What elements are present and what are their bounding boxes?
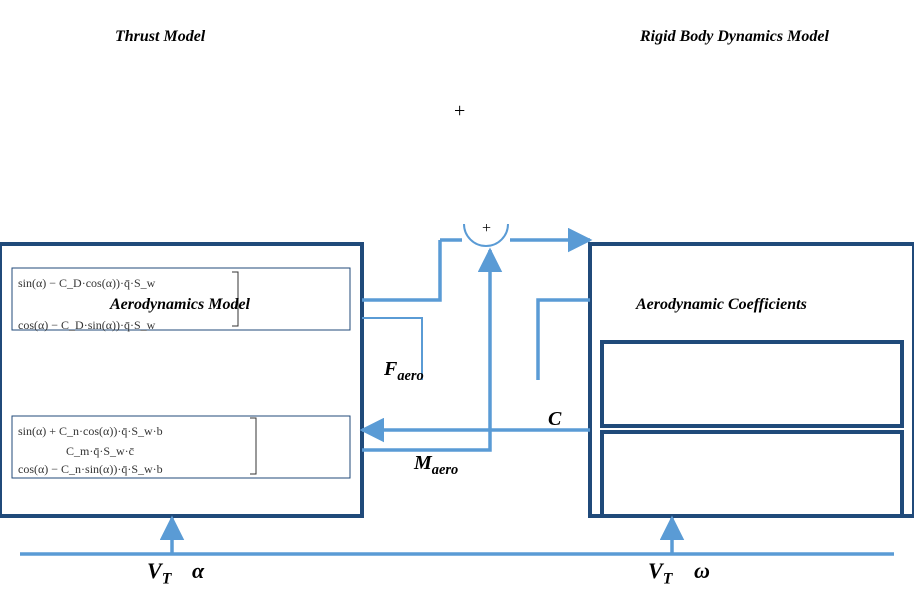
- eq-moment-2: C_m·q̄·S_w·c̄: [66, 444, 134, 459]
- plus-summing: +: [482, 220, 491, 238]
- eq-moment-3: cos(α) − C_n·sin(α))·q̄·S_w·b: [18, 462, 163, 477]
- var-f-aero: Faero: [384, 358, 424, 385]
- label-aero-coefficients: Aerodynamic Coefficients: [636, 296, 807, 314]
- label-rigid-body-model: Rigid Body Dynamics Model: [640, 28, 829, 46]
- label-aerodynamics-model: Aerodynamics Model: [110, 296, 250, 314]
- var-m-aero: Maero: [414, 452, 458, 479]
- eq-moment-1: sin(α) + C_n·cos(α))·q̄·S_w·b: [18, 424, 163, 439]
- var-vt-right: VT: [648, 558, 672, 588]
- var-c: C: [548, 408, 561, 431]
- label-thrust-model: Thrust Model: [115, 28, 205, 46]
- var-omega: ω: [694, 558, 710, 584]
- eq-force-2: cos(α) − C_D·sin(α))·q̄·S_w: [18, 318, 155, 333]
- eq-force-1: sin(α) − C_D·cos(α))·q̄·S_w: [18, 276, 155, 291]
- var-vt-left: VT: [147, 558, 171, 588]
- var-alpha: α: [192, 558, 204, 584]
- plus-top: +: [454, 100, 465, 123]
